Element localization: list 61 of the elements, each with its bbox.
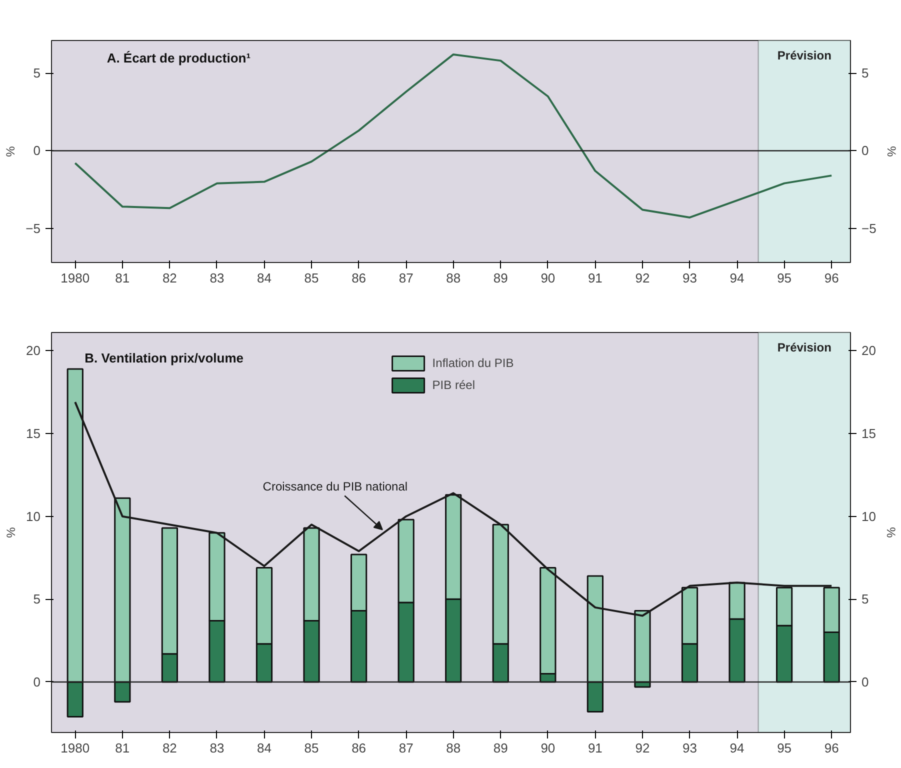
x-tick-label: 87 [398, 270, 414, 286]
x-tick-label: 85 [304, 740, 319, 756]
y2-tick-label: 5 [862, 592, 869, 607]
x-tick-label: 89 [493, 270, 508, 286]
x-tick-label: 83 [210, 270, 224, 286]
x-tick-label: 1980 [60, 270, 90, 286]
series-label: Croissance du PIB national [262, 480, 408, 494]
y2-tick-label: 15 [862, 426, 876, 442]
x-tick-label: 94 [730, 270, 744, 286]
y-tick-label: 15 [26, 426, 41, 442]
band-label: Prévision [777, 340, 832, 354]
x-tick-label: 95 [777, 740, 792, 756]
text: B. Ventilation prix/volume [84, 350, 244, 366]
y-tick-label: 10 [26, 508, 41, 524]
y2-tick-label: −5 [862, 220, 876, 236]
x-tick-label: 88 [446, 270, 461, 286]
x-tick-label: 91 [588, 270, 602, 286]
band-label: Prévision [777, 48, 832, 62]
y-tick-label: 0 [33, 674, 41, 690]
x-tick-label: 86 [352, 740, 366, 756]
text: A. Écart de production¹ [106, 50, 251, 66]
x-tick-label: 89 [493, 740, 508, 756]
x-tick-label: 88 [446, 740, 461, 756]
y-tick-label: 0 [33, 143, 41, 158]
x-tick-label: 93 [682, 270, 697, 286]
x-tick-label: 86 [352, 270, 366, 286]
y-tick-label: 20 [26, 343, 41, 358]
x-tick-label: 92 [635, 740, 650, 756]
y-axis-title: % [4, 526, 18, 538]
y2-axis-title: % [884, 527, 898, 538]
y2-tick-label: 0 [862, 143, 869, 158]
y2-tick-label: 0 [862, 674, 869, 690]
x-tick-label: 96 [824, 270, 839, 286]
y2-tick-label: 5 [862, 66, 869, 81]
x-tick-label: 87 [398, 740, 414, 756]
x-tick-label: 82 [162, 270, 177, 286]
y-tick-label: 5 [33, 592, 41, 607]
y2-tick-label: 10 [862, 508, 876, 524]
x-tick-label: 81 [115, 740, 130, 756]
x-tick-label: 83 [210, 740, 224, 756]
x-tick-label: 95 [777, 270, 792, 286]
x-tick-label: 1980 [60, 740, 90, 756]
x-tick-label: 85 [304, 270, 319, 286]
y-axis-title: % [4, 146, 18, 157]
x-tick-label: 96 [824, 740, 839, 756]
legend-label: Inflation du PIB [432, 356, 514, 370]
x-tick-label: 94 [730, 740, 744, 756]
x-tick-label: 84 [257, 270, 272, 286]
y-tick-label: −5 [26, 220, 41, 236]
x-tick-label: 81 [115, 270, 130, 286]
y2-tick-label: 20 [862, 343, 876, 358]
x-tick-label: 90 [540, 740, 556, 756]
x-tick-label: 90 [540, 270, 556, 286]
legend-label: PIB réel [432, 378, 475, 392]
y2-axis-title: % [884, 146, 898, 158]
x-tick-label: 93 [682, 740, 697, 756]
y-tick-label: 5 [33, 66, 41, 81]
x-tick-label: 82 [162, 740, 177, 756]
x-tick-label: 91 [588, 740, 602, 756]
x-tick-label: 92 [635, 270, 650, 286]
x-tick-label: 84 [257, 740, 272, 756]
